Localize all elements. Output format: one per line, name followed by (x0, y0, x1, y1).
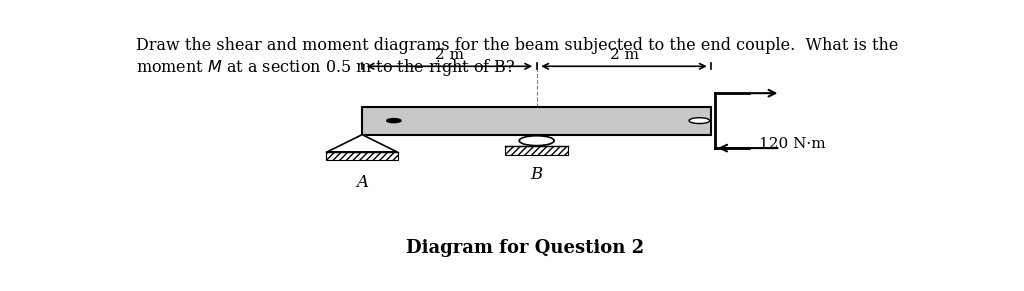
Text: Diagram for Question 2: Diagram for Question 2 (406, 239, 644, 257)
Circle shape (387, 119, 401, 123)
Text: 120 N·m: 120 N·m (759, 136, 825, 151)
Bar (505, 146, 568, 155)
Bar (327, 152, 397, 160)
Circle shape (519, 136, 554, 146)
Bar (362, 107, 712, 135)
Circle shape (689, 118, 710, 124)
Text: A: A (356, 174, 368, 191)
Text: Draw the shear and moment diagrams for the beam subjected to the end couple.  Wh: Draw the shear and moment diagrams for t… (136, 37, 898, 78)
Polygon shape (328, 135, 397, 152)
Text: 2 m: 2 m (609, 48, 639, 62)
Text: B: B (530, 166, 543, 183)
Text: 2 m: 2 m (435, 48, 464, 62)
